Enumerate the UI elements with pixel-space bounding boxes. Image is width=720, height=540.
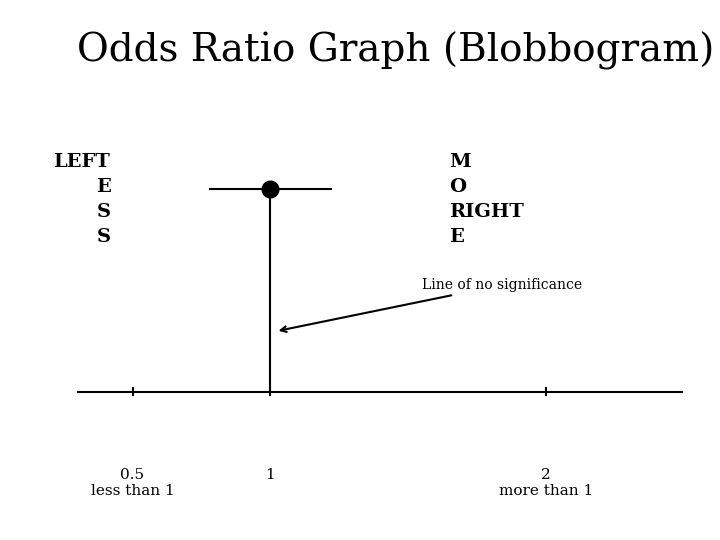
Text: Odds Ratio Graph (Blobbogram): Odds Ratio Graph (Blobbogram) <box>78 31 715 70</box>
Text: LEFT
E
S
S: LEFT E S S <box>53 153 110 246</box>
Text: Line of no significance: Line of no significance <box>281 278 582 332</box>
Text: M
O
RIGHT
E: M O RIGHT E <box>449 153 524 246</box>
